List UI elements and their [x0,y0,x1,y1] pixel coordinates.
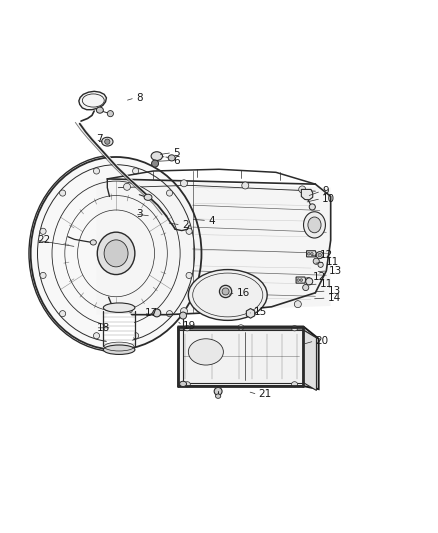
Text: 12: 12 [320,249,333,260]
Ellipse shape [96,107,103,113]
Ellipse shape [60,311,66,317]
Ellipse shape [297,279,300,281]
Text: 3: 3 [136,209,142,219]
Ellipse shape [219,285,232,297]
Ellipse shape [242,307,249,314]
Ellipse shape [215,394,221,398]
Ellipse shape [90,240,96,245]
Ellipse shape [318,253,321,257]
Text: 14: 14 [328,293,341,303]
Ellipse shape [313,258,319,264]
Text: 13: 13 [328,286,341,296]
Ellipse shape [184,326,191,331]
Ellipse shape [126,306,133,313]
Ellipse shape [60,190,66,196]
Ellipse shape [93,333,99,339]
Ellipse shape [180,312,187,319]
Ellipse shape [166,190,173,196]
Ellipse shape [299,186,306,193]
Polygon shape [296,277,306,283]
Ellipse shape [307,253,310,255]
Text: 15: 15 [254,308,267,318]
Polygon shape [246,309,255,318]
Polygon shape [301,189,313,200]
Ellipse shape [180,381,187,386]
Ellipse shape [168,155,175,161]
Ellipse shape [300,279,303,281]
Polygon shape [96,179,331,314]
Ellipse shape [103,308,135,350]
Ellipse shape [186,228,192,235]
Text: 10: 10 [322,193,335,204]
Text: 22: 22 [37,235,50,245]
Ellipse shape [180,308,187,314]
Ellipse shape [238,325,244,330]
Text: 7: 7 [96,134,103,144]
Ellipse shape [309,204,315,210]
Text: 11: 11 [320,279,333,289]
Ellipse shape [316,252,323,259]
Text: 2: 2 [182,220,188,230]
Ellipse shape [292,382,297,387]
Text: 20: 20 [315,336,328,346]
Polygon shape [179,330,316,338]
Ellipse shape [308,217,321,233]
Ellipse shape [104,240,128,267]
Text: 5: 5 [173,148,180,158]
Ellipse shape [294,301,301,308]
Text: 11: 11 [326,257,339,267]
Ellipse shape [40,272,46,279]
Ellipse shape [97,232,135,274]
Text: 12: 12 [313,272,326,282]
Ellipse shape [93,168,99,174]
Text: 4: 4 [208,215,215,225]
Ellipse shape [214,387,222,395]
Text: 18: 18 [96,323,110,333]
Ellipse shape [222,288,229,295]
Ellipse shape [124,183,131,190]
Text: 21: 21 [258,390,272,399]
Ellipse shape [242,182,249,189]
Polygon shape [303,330,316,391]
Ellipse shape [133,168,139,174]
Ellipse shape [318,262,323,268]
Ellipse shape [166,311,173,317]
Ellipse shape [144,194,152,200]
Ellipse shape [107,110,113,117]
Ellipse shape [184,382,191,387]
Ellipse shape [133,333,139,339]
Ellipse shape [103,303,135,312]
Polygon shape [179,330,303,383]
Text: 9: 9 [322,186,328,196]
Ellipse shape [103,345,135,354]
Ellipse shape [188,270,267,320]
Ellipse shape [102,138,113,146]
Polygon shape [179,327,319,389]
Ellipse shape [40,228,46,235]
Text: 16: 16 [237,288,250,298]
Ellipse shape [304,212,325,238]
Ellipse shape [292,326,297,331]
Ellipse shape [311,253,313,255]
Ellipse shape [31,157,201,350]
Ellipse shape [151,152,162,160]
Text: 19: 19 [183,321,196,330]
Ellipse shape [306,278,313,285]
Ellipse shape [153,309,161,317]
Ellipse shape [188,339,223,365]
Text: 13: 13 [328,266,342,276]
Text: 17: 17 [145,309,158,318]
Ellipse shape [180,180,187,187]
Ellipse shape [152,160,159,167]
Polygon shape [307,251,316,257]
Ellipse shape [105,139,110,144]
Polygon shape [79,91,106,110]
Text: 8: 8 [136,93,142,103]
Ellipse shape [186,272,192,279]
Text: 6: 6 [173,156,180,166]
Ellipse shape [303,285,309,290]
